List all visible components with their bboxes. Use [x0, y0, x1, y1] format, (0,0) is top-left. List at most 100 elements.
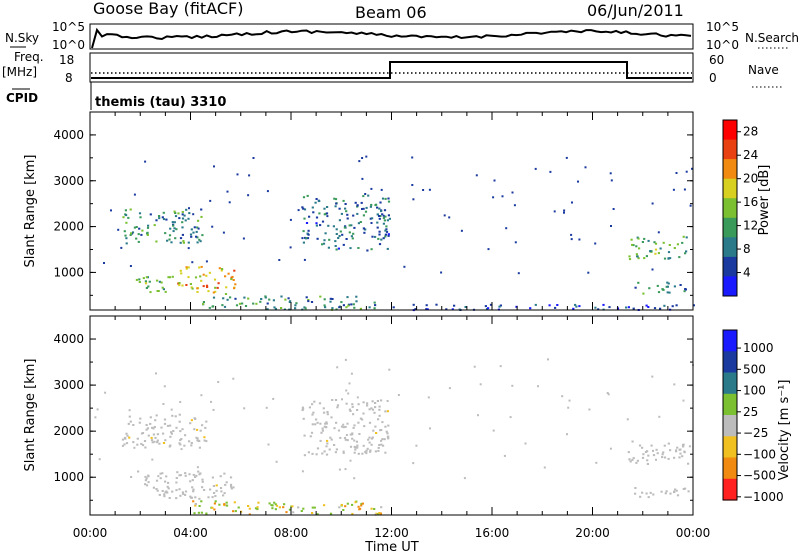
- heatmap-cell: [641, 241, 644, 243]
- beam-title: Beam 06: [355, 3, 427, 22]
- heatmap-cell: [307, 233, 310, 236]
- heatmap-cell: [359, 417, 362, 420]
- heatmap-speckle: [411, 184, 414, 186]
- heatmap-cell: [342, 426, 345, 429]
- heatmap-cell: [685, 236, 688, 239]
- heatmap-cell: [181, 211, 184, 213]
- heatmap-cell: [330, 416, 333, 419]
- heatmap-speckle: [672, 188, 675, 191]
- heatmap-cell: [373, 307, 376, 310]
- heatmap-cell: [320, 431, 323, 434]
- heatmap-cell: [205, 440, 208, 443]
- heatmap-cell: [187, 217, 190, 220]
- heatmap-speckle: [658, 415, 661, 418]
- velocity-panel: 1000 2000 3000 4000 Slant Range [km] 1000 50…: [23, 315, 792, 516]
- frequency-line: [91, 61, 692, 79]
- heatmap-cell: [371, 235, 374, 238]
- heatmap-cell: [235, 304, 239, 307]
- heatmap-cell: [196, 226, 199, 229]
- heatmap-cell: [645, 492, 648, 495]
- heatmap-cell: [327, 224, 330, 227]
- heatmap-cell: [129, 234, 132, 236]
- heatmap-speckle: [341, 398, 343, 401]
- heatmap-cell: [313, 506, 316, 509]
- heatmap-cell: [138, 278, 141, 281]
- heatmap-cell: [387, 234, 390, 237]
- heatmap-cell: [241, 302, 244, 305]
- heatmap-speckle: [460, 229, 463, 232]
- heatmap-cell: [308, 406, 311, 409]
- noise-right-label: N.Search: [745, 31, 799, 45]
- heatmap-cell: [159, 477, 162, 480]
- heatmap-cell: [205, 512, 208, 515]
- heatmap-cell: [374, 235, 377, 238]
- heatmap-cell: [414, 308, 417, 311]
- heatmap-cell: [181, 217, 185, 220]
- heatmap-speckle: [397, 394, 400, 396]
- heatmap-cell: [227, 272, 230, 275]
- heatmap-speckle: [570, 233, 573, 236]
- heatmap-cell: [362, 412, 365, 415]
- heatmap-cell: [195, 474, 198, 477]
- heatmap-cell: [302, 207, 305, 210]
- heatmap-cell: [181, 284, 184, 287]
- heatmap-cell: [324, 232, 327, 235]
- heatmap-cell: [630, 238, 633, 241]
- heatmap-cell: [639, 495, 642, 498]
- y-tick-label: 2000: [53, 424, 84, 438]
- heatmap-cell: [161, 286, 164, 289]
- heatmap-cell: [347, 304, 350, 307]
- heatmap-cell: [175, 477, 178, 479]
- heatmap-cell: [270, 504, 273, 507]
- heatmap-cell: [266, 308, 269, 311]
- heatmap-cell: [183, 444, 186, 447]
- heatmap-cell: [673, 285, 676, 288]
- heatmap-cell: [387, 197, 390, 200]
- heatmap-cell: [362, 444, 365, 447]
- heatmap-cell: [179, 494, 182, 497]
- heatmap-cell: [213, 492, 216, 494]
- heatmap-cell: [175, 481, 178, 484]
- heatmap-cell: [306, 232, 309, 235]
- heatmap-cell: [308, 215, 311, 218]
- heatmap-speckle: [210, 400, 212, 403]
- heatmap-cell: [155, 488, 158, 490]
- heatmap-cell: [631, 440, 634, 443]
- heatmap-cell: [219, 475, 222, 478]
- noise-left-tick-top: 10^5: [52, 20, 85, 34]
- heatmap-cell: [445, 308, 448, 311]
- heatmap-cell: [662, 241, 665, 244]
- heatmap-speckle: [301, 237, 304, 240]
- heatmap-cell: [370, 248, 373, 251]
- heatmap-cell: [387, 200, 391, 203]
- heatmap-cell: [217, 282, 220, 285]
- heatmap-cell: [647, 496, 650, 499]
- heatmap-cell: [643, 237, 646, 240]
- heatmap-cell: [637, 257, 640, 260]
- heatmap-cell: [302, 230, 305, 233]
- heatmap-speckle: [503, 454, 506, 457]
- heatmap-speckle: [347, 392, 350, 395]
- heatmap-speckle: [365, 155, 368, 158]
- heatmap-cell: [627, 451, 630, 454]
- y-tick-label: 4000: [53, 128, 84, 142]
- heatmap-cell: [378, 243, 382, 246]
- heatmap-cell: [173, 210, 176, 213]
- freq-panel: Freq. [MHz] 18 8 60 0 Nave CPID themis (…: [2, 50, 782, 110]
- heatmap-cell: [656, 284, 659, 287]
- heatmap-cell: [355, 295, 358, 298]
- heatmap-cell: [354, 201, 357, 204]
- heatmap-cell: [649, 250, 652, 252]
- noise-panel: N.Sky 10^5 10^0 10^5 10^0 N.Search: [5, 20, 799, 52]
- heatmap-cell: [182, 241, 185, 244]
- heatmap-cell: [158, 280, 161, 283]
- heatmap-cell: [315, 418, 318, 421]
- heatmap-cell: [187, 241, 190, 244]
- heatmap-cell: [381, 438, 384, 441]
- heatmap-cell: [284, 298, 287, 301]
- heatmap-cell: [178, 284, 181, 287]
- heatmap-cell: [368, 306, 371, 309]
- colorbar-segment: [723, 393, 737, 416]
- heatmap-cell: [151, 441, 154, 444]
